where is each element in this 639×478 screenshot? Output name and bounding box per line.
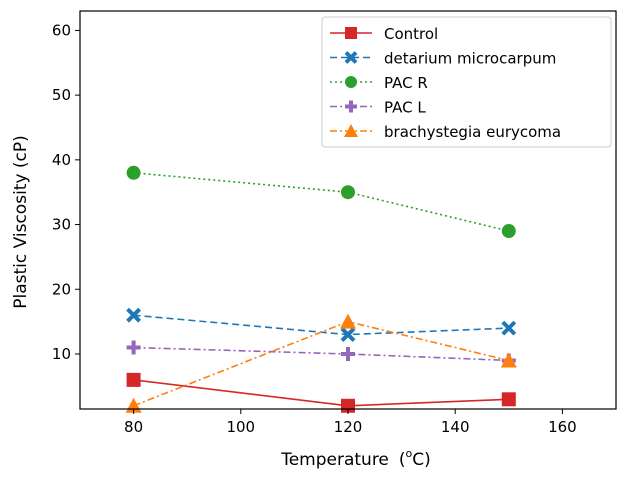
y-tick-label: 20	[52, 280, 71, 298]
y-tick-label: 30	[52, 216, 71, 234]
series-line-pac-r	[133, 171, 509, 232]
x-tick-label: 100	[226, 418, 255, 436]
legend-label-detarium-microcarpum: detarium microcarpum	[384, 50, 556, 68]
x-tick-label: 120	[334, 418, 363, 436]
legend-marker-pac-l	[345, 100, 357, 113]
y-axis: 10 20 30 40 50 60	[52, 21, 80, 363]
legend-label-brachystegia-eurycoma: brachystegia eurycoma	[384, 123, 561, 141]
y-tick-label: 50	[52, 86, 71, 104]
data-point-pac-l	[341, 346, 355, 361]
legend-box	[321, 16, 612, 148]
data-point-detarium-microcarpum	[126, 307, 142, 323]
legend-marker-pac-r	[345, 76, 357, 88]
data-point-control	[126, 372, 141, 387]
legend: Control detarium microcarpum PAC R PAC L bra…	[321, 16, 612, 148]
series-line-brachystegia-eurycoma	[133, 320, 509, 407]
x-axis-label: Temperature (oC)	[280, 447, 431, 470]
data-point-pac-r	[501, 224, 516, 239]
legend-marker-detarium-microcarpum	[344, 51, 358, 64]
x-tick-label: 80	[124, 418, 143, 436]
y-tick-label: 10	[52, 345, 71, 363]
legend-label-pac-l: PAC L	[384, 99, 426, 117]
data-point-detarium-microcarpum	[340, 327, 356, 342]
legend-marker-brachystegia-eurycoma	[344, 124, 358, 137]
data-point-pac-r	[341, 185, 355, 200]
data-point-pac-l	[126, 340, 141, 355]
y-axis-label: Plastic Viscosity (cP)	[11, 135, 31, 309]
plot-content	[125, 165, 517, 413]
x-tick-label: 140	[441, 418, 470, 436]
series-line-pac-l	[133, 346, 509, 362]
legend-label-control: Control	[384, 25, 438, 43]
y-tick-label: 60	[52, 21, 71, 39]
legend-marker-control	[345, 27, 357, 39]
legend-label-pac-r: PAC R	[384, 74, 428, 92]
data-point-brachystegia-eurycoma	[500, 352, 517, 368]
data-point-control	[501, 392, 516, 407]
x-tick-label: 160	[548, 418, 577, 436]
data-point-brachystegia-eurycoma	[340, 313, 356, 329]
x-axis: 80 100 120 140 160	[124, 409, 577, 436]
data-point-pac-r	[126, 165, 141, 180]
data-point-detarium-microcarpum	[501, 320, 517, 336]
y-tick-label: 40	[52, 151, 71, 169]
